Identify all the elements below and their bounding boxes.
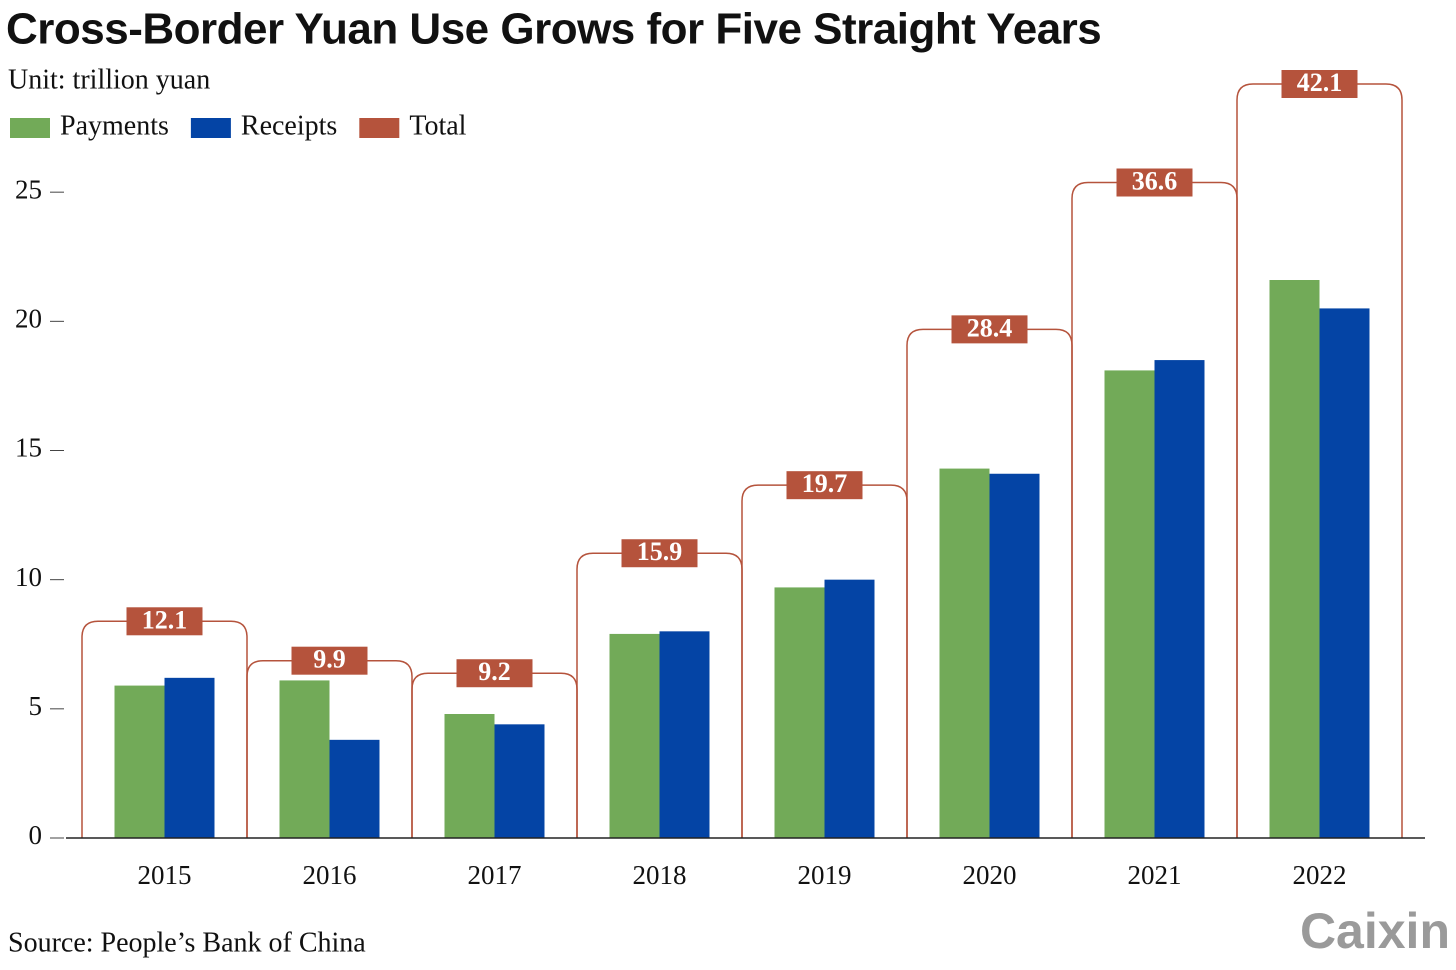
legend-swatch [10, 118, 50, 138]
total-label-box [621, 539, 698, 568]
total-label: 42.1 [1297, 68, 1343, 97]
legend-label: Payments [60, 110, 169, 141]
x-tick-label: 2017 [468, 860, 522, 890]
total-label-box [1281, 70, 1358, 98]
total-label: 19.7 [802, 469, 848, 498]
bar [609, 633, 660, 838]
x-tick-label: 2019 [798, 860, 852, 890]
total-label-box [951, 315, 1028, 344]
bar [494, 724, 545, 838]
y-tick-label: 5 [29, 691, 43, 721]
legend-label: Receipts [241, 110, 337, 141]
bar [279, 680, 330, 838]
x-tick-label: 2018 [633, 860, 687, 890]
y-tick-label: 15 [15, 433, 42, 463]
bar [114, 685, 165, 838]
total-label: 9.9 [313, 645, 346, 674]
y-tick-label: 0 [29, 820, 43, 850]
x-tick-label: 2016 [303, 860, 357, 890]
bar [1154, 360, 1205, 838]
bar [329, 739, 380, 838]
legend-swatch [190, 118, 231, 138]
total-label-box [456, 659, 533, 688]
bar [1269, 280, 1320, 838]
legend-swatch [359, 118, 400, 138]
bar [164, 677, 215, 838]
total-label: 9.2 [478, 657, 511, 686]
y-tick-label: 25 [15, 174, 42, 204]
bar [1104, 370, 1155, 838]
bar [989, 473, 1040, 838]
bar [824, 579, 875, 838]
bar [444, 714, 495, 838]
total-label: 36.6 [1132, 166, 1178, 195]
total-label-box [126, 607, 203, 636]
total-label-box [291, 646, 368, 675]
bar [774, 587, 825, 838]
chart-title: Cross-Border Yuan Use Grows for Five Str… [6, 5, 1101, 54]
bar [659, 631, 710, 838]
total-label-box [1116, 168, 1193, 197]
bar [939, 468, 990, 838]
total-label: 28.4 [967, 313, 1013, 342]
total-label-box [786, 471, 863, 500]
source-note: Source: People’s Bank of China [8, 927, 366, 958]
bar [1319, 308, 1370, 839]
total-label: 15.9 [637, 537, 683, 566]
y-tick-label: 10 [15, 562, 42, 592]
y-tick-label: 20 [15, 304, 42, 334]
chart-subtitle: Unit: trillion yuan [8, 64, 210, 95]
x-tick-label: 2020 [963, 860, 1017, 890]
logo: Caixin [1300, 903, 1450, 959]
legend-label: Total [409, 110, 466, 141]
x-tick-label: 2015 [138, 860, 192, 890]
x-tick-label: 2021 [1128, 860, 1182, 890]
x-tick-label: 2022 [1293, 860, 1347, 890]
total-label: 12.1 [142, 605, 188, 634]
